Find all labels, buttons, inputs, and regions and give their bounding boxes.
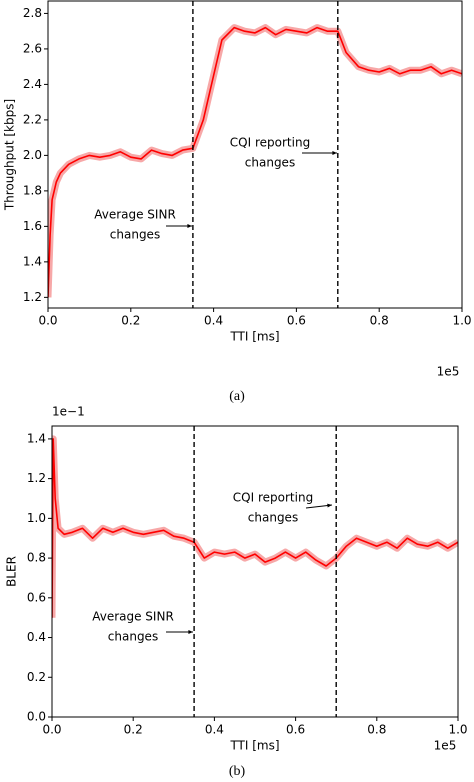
x-tick-label: 0.4 bbox=[205, 723, 224, 737]
y-tick-label: 1.2 bbox=[27, 471, 46, 485]
y-tick-label: 1.2 bbox=[23, 290, 42, 304]
x-tick-label: 0.6 bbox=[286, 723, 305, 737]
data-line bbox=[48, 26, 462, 298]
x-axis-label: TTI [ms] bbox=[229, 739, 279, 753]
x-tick-label: 0.2 bbox=[121, 314, 140, 328]
y-axis-label: BLER bbox=[5, 556, 19, 587]
y-tick-label: 2.2 bbox=[23, 112, 42, 126]
annotation: changes bbox=[108, 630, 158, 644]
arrow-head bbox=[327, 503, 332, 508]
annotation: changes bbox=[245, 156, 295, 170]
caption: (a) bbox=[229, 389, 245, 404]
caption: (b) bbox=[229, 764, 246, 779]
plot-area bbox=[52, 435, 458, 618]
data-line bbox=[52, 438, 458, 618]
y-tick-label: 1.8 bbox=[23, 183, 42, 197]
axes-frame bbox=[47, 0, 463, 309]
annotation: changes bbox=[248, 511, 298, 525]
x-tick-label: 1.0 bbox=[448, 723, 467, 737]
x-tick-label: 0.8 bbox=[370, 314, 389, 328]
y-multiplier: 1e−1 bbox=[52, 405, 85, 419]
y-tick-label: 0.4 bbox=[27, 630, 46, 644]
y-tick-label: 2.0 bbox=[23, 148, 42, 162]
annotation: CQI reporting bbox=[230, 136, 310, 150]
x-multiplier: 1e5 bbox=[437, 365, 460, 379]
annotation: CQI reporting bbox=[233, 491, 313, 505]
y-tick-label: 0.2 bbox=[27, 670, 46, 684]
annotation: Average SINR bbox=[92, 610, 174, 624]
arrow-head bbox=[187, 224, 192, 228]
x-tick-label: 1.0 bbox=[452, 314, 471, 328]
confidence-band bbox=[52, 435, 458, 618]
x-axis-label: TTI [ms] bbox=[229, 330, 279, 344]
x-tick-label: 0.6 bbox=[287, 314, 306, 328]
y-tick-label: 2.8 bbox=[23, 6, 42, 20]
y-tick-label: 0.8 bbox=[27, 551, 46, 565]
y-tick-label: 2.4 bbox=[23, 77, 42, 91]
x-tick-label: 0.4 bbox=[204, 314, 223, 328]
x-tick-label: 0.0 bbox=[42, 723, 61, 737]
x-tick-label: 0.0 bbox=[38, 314, 57, 328]
x-tick-label: 0.2 bbox=[124, 723, 143, 737]
y-tick-label: 1.4 bbox=[27, 431, 46, 445]
annotation: changes bbox=[110, 228, 160, 242]
x-tick-label: 0.8 bbox=[367, 723, 386, 737]
arrow-head bbox=[332, 151, 337, 155]
y-tick-label: 1.6 bbox=[23, 219, 42, 233]
y-tick-label: 0.6 bbox=[27, 590, 46, 604]
plot-area bbox=[48, 24, 462, 298]
annotation: Average SINR bbox=[94, 208, 176, 222]
y-tick-label: 1.0 bbox=[27, 511, 46, 525]
y-axis-label: Throughput [kbps] bbox=[3, 99, 17, 211]
arrow-head bbox=[188, 630, 193, 634]
x-multiplier: 1e5 bbox=[434, 739, 457, 753]
axes-frame bbox=[51, 425, 459, 718]
y-tick-label: 2.6 bbox=[23, 41, 42, 55]
y-tick-label: 1.4 bbox=[23, 254, 42, 268]
y-tick-label: 0.0 bbox=[27, 710, 46, 724]
